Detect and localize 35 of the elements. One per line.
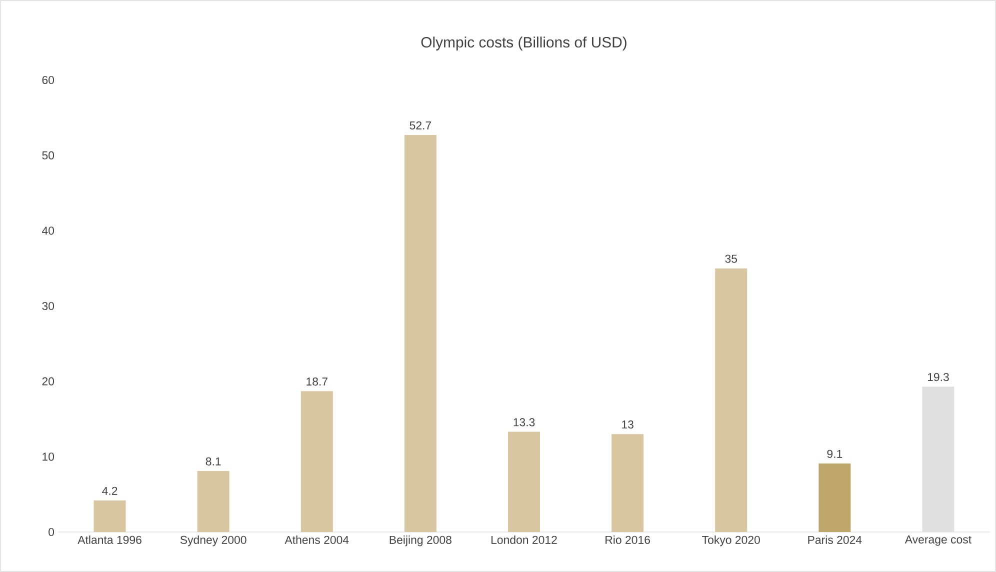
y-tick-label: 10	[42, 452, 54, 461]
bar	[404, 134, 436, 532]
x-tick-label: Athens 2004	[284, 536, 349, 544]
x-tick-label: Beijing 2008	[390, 536, 452, 546]
x-tick-label: Sydney 2000	[180, 536, 246, 546]
data-label: 4.2	[102, 486, 118, 495]
data-label: 18.7	[306, 377, 328, 386]
data-label: 13	[622, 420, 634, 429]
y-tick-label: 0	[48, 528, 54, 536]
data-label: 13.3	[514, 418, 535, 426]
bar	[715, 268, 748, 532]
x-tick-label: London 2012	[491, 536, 557, 544]
data-label: 52.7	[410, 121, 432, 130]
bar	[508, 432, 540, 532]
y-tick-label: 20	[42, 377, 54, 386]
x-tick-label: Tokyo 2020	[702, 536, 760, 546]
data-label: 9.1	[827, 450, 842, 458]
bar	[818, 463, 851, 532]
data-label: 35	[725, 254, 737, 263]
y-tick-label: 50	[42, 151, 54, 160]
chart-title: Olympic costs (Billions of USD)	[421, 36, 626, 50]
x-tick-label: Average cost	[904, 536, 972, 546]
data-label: 19.3	[928, 372, 949, 382]
bar	[922, 386, 954, 532]
y-tick-label: 30	[42, 302, 54, 310]
x-tick-label: Paris 2024	[808, 536, 862, 544]
x-tick-label: Rio 2016	[606, 536, 650, 544]
y-tick-label: 40	[42, 226, 54, 235]
bar	[300, 391, 333, 532]
data-label: 8.1	[206, 457, 221, 466]
bar	[197, 470, 230, 532]
x-tick-label: Atlanta 1996	[78, 536, 142, 544]
bar	[612, 434, 644, 532]
bar	[94, 500, 126, 532]
y-tick-label: 60	[42, 76, 54, 84]
